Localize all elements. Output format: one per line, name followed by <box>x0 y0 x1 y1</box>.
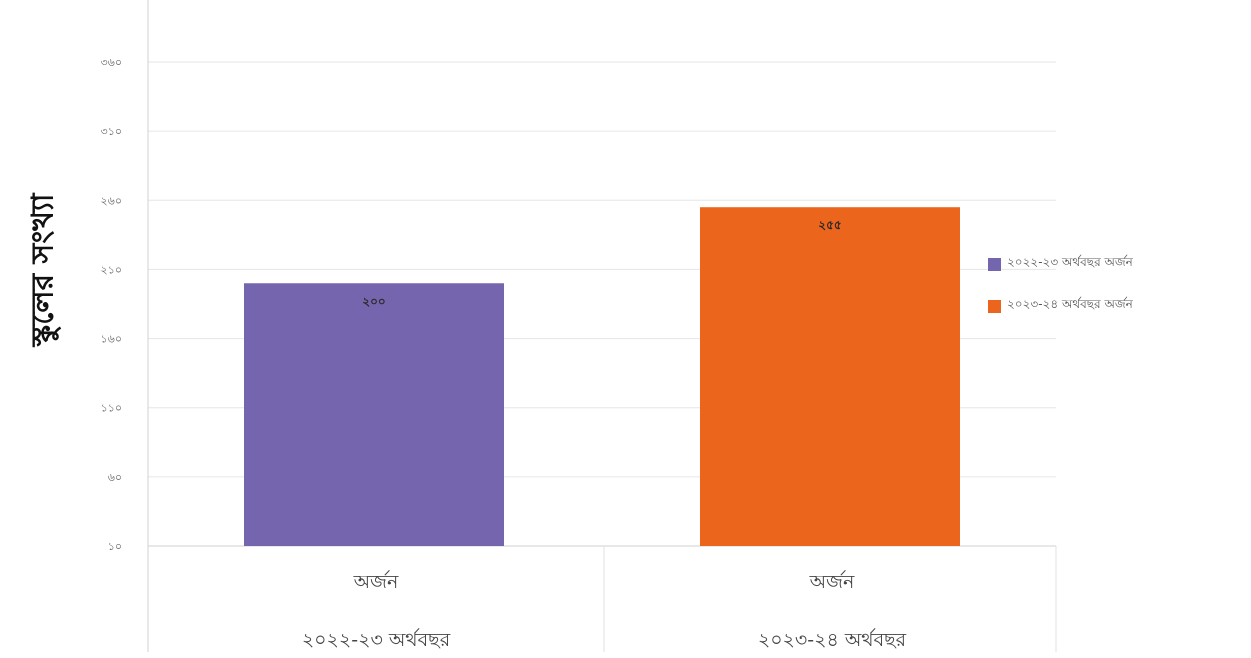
y-tick-label: ৩৬০ <box>101 56 122 69</box>
y-tick-label: ২১০ <box>101 263 122 276</box>
y-tick-label: ২৬০ <box>101 194 122 207</box>
bar-2023-24 <box>700 207 960 546</box>
x-category-label-2-line2: ২০২৩-২৪ অর্থবছর <box>757 629 907 651</box>
y-tick-label: ৬০ <box>108 471 122 484</box>
legend-swatch-2022-23 <box>988 257 1001 271</box>
y-tick-label: ৩১০ <box>101 125 122 138</box>
legend: ২০২২-২৩ অর্থবছর অর্জন ২০২৩-২৪ অর্থবছর অর… <box>988 254 1133 338</box>
bar-2023-24-value-label: ২৫৫ <box>818 218 842 232</box>
legend-item-2022-23: ২০২২-২৩ অর্থবছর অর্জন <box>988 254 1133 274</box>
y-axis-title-box: স্কুলের সংখ্যা <box>14 150 74 390</box>
y-tick-label: ১১০ <box>101 402 122 415</box>
bar-2022-23-value-label: ২০০ <box>362 294 385 308</box>
x-category-label-1-line2: ২০২২-২৩ অর্থবছর <box>301 629 451 651</box>
x-category-label-2-line1: অর্জন <box>809 571 855 593</box>
bar-2022-23 <box>244 283 504 546</box>
legend-swatch-2023-24 <box>988 299 1001 313</box>
y-tick-label: ১০ <box>108 540 122 553</box>
legend-item-2023-24: ২০২৩-২৪ অর্থবছর অর্জন <box>988 296 1133 316</box>
legend-label-2022-23: ২০২২-২৩ অর্থবছর অর্জন <box>1007 255 1133 269</box>
legend-label-2023-24: ২০২৩-২৪ অর্থবছর অর্জন <box>1007 297 1133 311</box>
x-category-label-1-line1: অর্জন <box>353 571 399 593</box>
y-tick-label: ১৬০ <box>101 333 122 346</box>
y-axis-title: স্কুলের সংখ্যা <box>25 193 61 347</box>
